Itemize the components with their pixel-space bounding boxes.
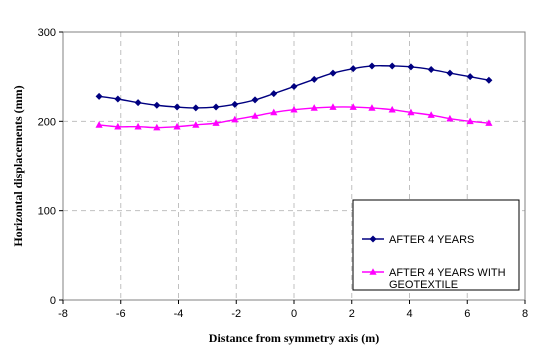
data-point [446,69,454,77]
data-point [368,104,376,111]
data-point [251,112,259,119]
data-point [329,103,337,110]
data-point [466,73,474,81]
data-point [192,104,200,112]
x-tick-label: 2 [349,308,355,320]
data-point [270,90,278,98]
data-point [466,117,474,125]
data-point [134,122,142,130]
data-point [153,123,161,131]
data-point [368,62,376,70]
data-point [212,119,220,126]
legend-label: AFTER 4 YEARS [389,234,474,246]
data-point [310,75,318,83]
data-point [114,95,122,103]
axis-ticks: -8 -6 -4 -2 0 2 4 6 8 0 100 200 300 [38,27,528,320]
x-tick-label: -4 [174,308,184,320]
series-layer [95,62,493,131]
data-point [173,103,181,111]
x-tick-label: 8 [522,308,528,320]
x-tick-label: 4 [406,308,412,320]
data-point [270,108,278,116]
data-point [485,119,493,126]
data-point [427,66,435,74]
data-point [212,103,220,111]
x-tick-label: 0 [291,308,297,320]
x-tick-label: 6 [464,308,470,320]
data-point [349,65,357,73]
data-point [290,82,298,90]
data-point [134,99,142,107]
x-axis-title: Distance from symmetry axis (m) [209,331,379,345]
series-1 [95,62,493,112]
legend-marker [369,235,377,243]
data-point [407,63,415,71]
legend-marker [369,268,377,275]
x-tick-label: -2 [231,308,241,320]
data-point [114,122,122,130]
series-2 [95,103,493,131]
legend-box [352,199,520,291]
data-point [349,103,357,110]
data-point [251,96,259,104]
data-point [388,105,396,113]
y-axis-title: Horizontal displacements (mm) [11,85,25,246]
data-point [173,122,181,130]
grid-lines [63,32,525,300]
data-point [310,104,318,111]
y-tick-label: 200 [38,116,56,128]
legend: AFTER 4 YEARS AFTER 4 YEARS WITH GEOTEXTIL… [352,199,520,291]
data-point [427,111,435,118]
y-tick-label: 300 [38,27,56,39]
data-point [95,92,103,100]
data-point [95,121,103,128]
data-point [388,62,396,70]
data-point [290,105,298,113]
x-tick-label: -6 [116,308,126,320]
legend-label: AFTER 4 YEARS WITH GEOTEXTILE [389,267,506,291]
data-point [192,121,200,128]
y-tick-label: 0 [50,295,56,307]
data-point [485,76,493,84]
data-point [407,108,415,116]
data-point [231,115,239,123]
data-point [446,114,454,122]
data-point [153,101,161,109]
data-point [329,69,337,77]
x-tick-label: -8 [58,308,68,320]
y-tick-label: 100 [38,206,56,218]
data-point [231,100,239,108]
